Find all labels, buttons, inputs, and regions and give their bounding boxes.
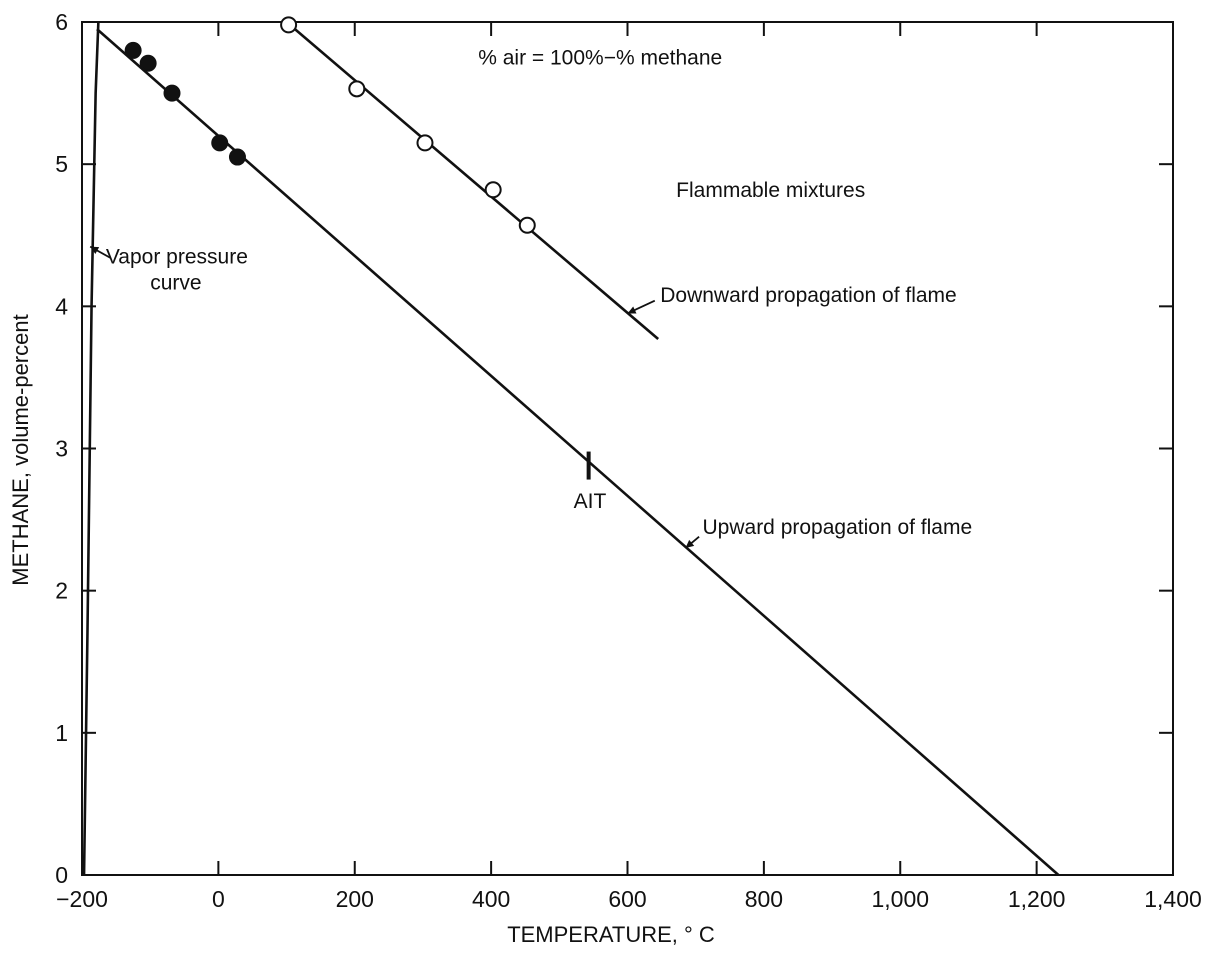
axis-ticks — [81, 21, 1174, 876]
open-data-point — [518, 216, 536, 234]
annotation-label: Downward propagation of flame — [660, 284, 957, 307]
annotation-label: Flammable mixtures — [676, 179, 865, 202]
annotation-label: % air = 100%−% methane — [478, 47, 722, 70]
y-tick-label: 6 — [55, 9, 68, 35]
open-data-point — [416, 134, 434, 152]
y-axis-title: METHANE, volume-percent — [8, 314, 33, 585]
open-data-point — [280, 16, 298, 34]
x-tick-label: 1,200 — [1008, 886, 1066, 912]
filled-data-point — [139, 54, 157, 72]
x-tick-label: 800 — [745, 886, 783, 912]
x-tick-label: 400 — [472, 886, 510, 912]
y-tick-label: 5 — [55, 151, 68, 177]
annotation-label: Vapor pressure — [106, 246, 248, 269]
annotation-label: curve — [150, 271, 201, 294]
annotation-label: AIT — [574, 490, 607, 513]
open-data-point — [348, 80, 366, 98]
x-tick-label: −200 — [56, 886, 108, 912]
y-tick-label: 3 — [55, 436, 68, 462]
x-axis-title: TEMPERATURE, ° C — [507, 922, 715, 947]
data-points — [124, 16, 536, 234]
y-tick-label: 2 — [55, 578, 68, 604]
y-tick-label: 1 — [55, 720, 68, 746]
x-tick-label: 0 — [212, 886, 225, 912]
plot-border — [81, 21, 1174, 876]
x-tick-label: 200 — [336, 886, 374, 912]
x-tick-label: 600 — [608, 886, 646, 912]
filled-data-point — [124, 41, 142, 59]
y-tick-label: 4 — [55, 293, 68, 319]
annotation-label: Upward propagation of flame — [703, 516, 973, 539]
filled-data-point — [163, 84, 181, 102]
plot-frame — [81, 21, 1174, 876]
x-tick-label: 1,000 — [871, 886, 929, 912]
leader-arrowhead — [627, 306, 637, 314]
annotation-leaders — [89, 245, 700, 549]
vapor-pressure-curve-line — [82, 21, 100, 876]
leader-arrowhead — [685, 539, 695, 549]
series-lines — [82, 21, 1060, 876]
open-data-point — [484, 181, 502, 199]
y-tick-label: 0 — [55, 862, 68, 888]
x-tick-label: 1,400 — [1144, 886, 1202, 912]
leader-arrowhead — [90, 246, 100, 254]
filled-data-point — [228, 148, 246, 166]
annotations: % air = 100%−% methane Flammable mixtures… — [106, 47, 972, 539]
downward-propagation-of-flame-line — [285, 21, 660, 341]
filled-data-point — [211, 134, 229, 152]
upward-propagation-of-flame-line — [96, 28, 1060, 876]
